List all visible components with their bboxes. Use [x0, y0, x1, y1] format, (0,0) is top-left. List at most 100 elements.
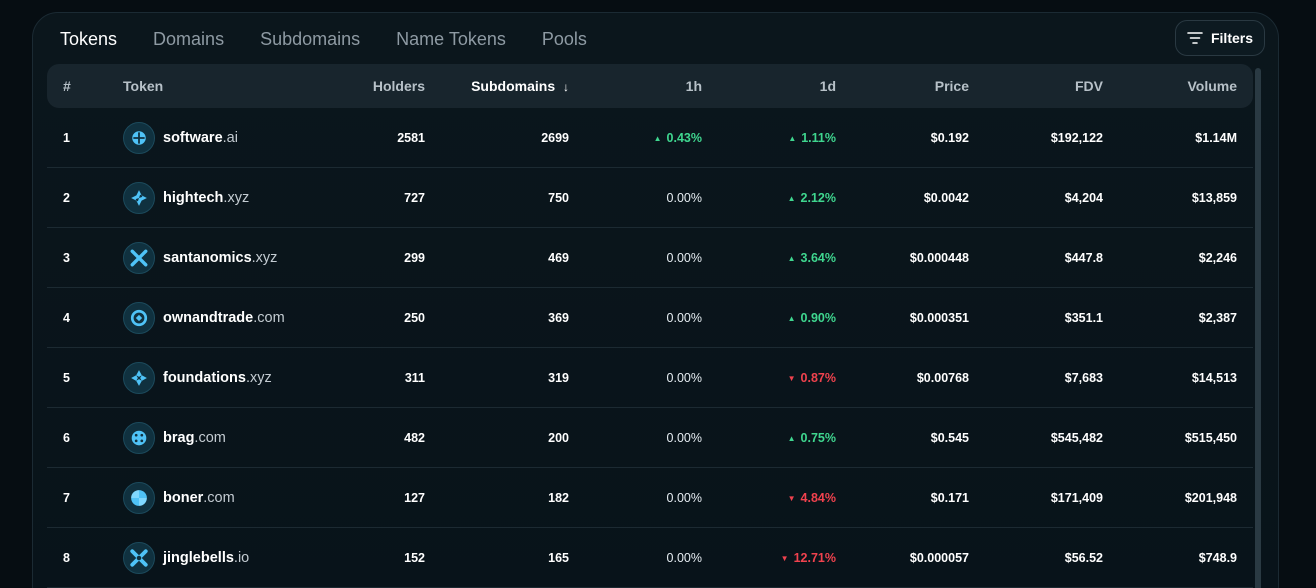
volume-value: $2,387 [1198, 311, 1237, 325]
token-tld: .io [233, 550, 250, 566]
price-value: $0.0042 [923, 191, 969, 205]
token-name: software [163, 130, 223, 146]
token-cell[interactable]: boner.com [123, 468, 235, 528]
change-1h-arrow-icon: ▲ [653, 134, 662, 143]
header-subdomains-label: Subdomains [471, 78, 556, 94]
change-1h: 0.00% [667, 408, 702, 468]
fdv-value: $4,204 [1064, 191, 1103, 205]
change-1d-value: 0.75% [800, 431, 836, 445]
header-holders[interactable]: Holders [372, 78, 425, 94]
token-logo-icon [123, 302, 155, 334]
token-name: brag [163, 430, 195, 446]
change-1h: 0.00% [667, 288, 702, 348]
token-logo-icon [123, 542, 155, 574]
subdomains-value: 200 [548, 431, 569, 445]
subdomains-value: 165 [548, 551, 569, 565]
table-row[interactable]: 4 ownandtrade.com 250 369 0.00% ▲ 0.90% $… [47, 288, 1253, 348]
tab-subdomains[interactable]: Subdomains [260, 29, 361, 49]
row-number: 5 [63, 371, 70, 385]
change-1d-value: 12.71% [793, 551, 836, 565]
scrollbar[interactable] [1255, 68, 1261, 588]
change-1d-arrow-icon: ▲ [787, 314, 796, 323]
change-1d: ▼ 12.71% [781, 528, 836, 588]
row-number: 3 [63, 251, 70, 265]
token-tld: .xyz [245, 370, 272, 386]
table-body: 1 software.ai 2581 2699 ▲ 0.43% ▲ 1.11% $0… [47, 108, 1253, 588]
change-1h: 0.00% [667, 168, 702, 228]
subdomains-value: 2699 [541, 131, 569, 145]
change-1d: ▲ 3.64% [788, 228, 836, 288]
holders-value: 2581 [397, 131, 425, 145]
token-tld: .com [253, 310, 285, 326]
change-1h-value: 0.00% [666, 491, 702, 505]
token-tld: .ai [222, 130, 238, 146]
header-1h[interactable]: 1h [685, 78, 702, 94]
table-row[interactable]: 5 foundations.xyz 311 319 0.00% ▼ 0.87% $… [47, 348, 1253, 408]
header-token[interactable]: Token [123, 78, 164, 94]
row-number: 2 [63, 191, 70, 205]
change-1d-arrow-icon: ▼ [780, 554, 789, 563]
token-logo-icon [123, 242, 155, 274]
holders-value: 299 [404, 251, 425, 265]
token-tld: .xyz [251, 250, 278, 266]
fdv-value: $56.52 [1064, 551, 1103, 565]
volume-value: $13,859 [1191, 191, 1237, 205]
change-1d: ▲ 1.11% [788, 108, 836, 168]
change-1h: 0.00% [667, 468, 702, 528]
header-fdv[interactable]: FDV [1075, 78, 1103, 94]
tab-domains[interactable]: Domains [153, 29, 225, 49]
subdomains-value: 182 [548, 491, 569, 505]
filters-button[interactable]: Filters [1175, 20, 1265, 56]
change-1h-value: 0.00% [666, 191, 702, 205]
token-cell[interactable]: ownandtrade.com [123, 288, 285, 348]
change-1h-value: 0.43% [666, 131, 702, 145]
row-number: 8 [63, 551, 70, 565]
change-1h: 0.00% [667, 348, 702, 408]
token-cell[interactable]: brag.com [123, 408, 226, 468]
header-subdomains[interactable]: Subdomains ↓ [471, 64, 569, 108]
header-num: # [63, 78, 71, 94]
volume-value: $201,948 [1184, 491, 1237, 505]
token-cell[interactable]: foundations.xyz [123, 348, 272, 408]
table-row[interactable]: 7 boner.com 127 182 0.00% ▼ 4.84% $0.171 … [47, 468, 1253, 528]
table-header: # Token Holders Subdomains ↓ 1h 1d Price… [47, 64, 1253, 108]
change-1d-value: 0.87% [800, 371, 836, 385]
change-1d: ▲ 0.75% [788, 408, 836, 468]
volume-value: $1.14M [1195, 131, 1237, 145]
token-cell[interactable]: hightech.xyz [123, 168, 249, 228]
table-row[interactable]: 3 santanomics.xyz 299 469 0.00% ▲ 3.64% $… [47, 228, 1253, 288]
token-name: santanomics [163, 250, 252, 266]
token-cell[interactable]: software.ai [123, 108, 238, 168]
table-row[interactable]: 1 software.ai 2581 2699 ▲ 0.43% ▲ 1.11% $0… [47, 108, 1253, 168]
token-name: boner [163, 490, 204, 506]
price-value: $0.00768 [916, 371, 969, 385]
price-value: $0.000448 [909, 251, 969, 265]
table-row[interactable]: 2 hightech.xyz 727 750 0.00% ▲ 2.12% $0.0… [47, 168, 1253, 228]
tab-name-tokens[interactable]: Name Tokens [396, 29, 506, 49]
token-tld: .xyz [223, 190, 250, 206]
change-1d-value: 3.64% [800, 251, 836, 265]
filters-label: Filters [1210, 30, 1253, 46]
tab-tokens[interactable]: Tokens [60, 29, 118, 49]
header-volume[interactable]: Volume [1187, 78, 1237, 94]
subdomains-value: 469 [548, 251, 569, 265]
change-1h-value: 0.00% [666, 251, 702, 265]
fdv-value: $171,409 [1050, 491, 1103, 505]
token-cell[interactable]: jinglebells.io [123, 528, 249, 588]
token-logo-icon [123, 482, 155, 514]
change-1d: ▼ 4.84% [788, 468, 836, 528]
change-1d-arrow-icon: ▲ [787, 254, 796, 263]
token-cell[interactable]: santanomics.xyz [123, 228, 277, 288]
change-1d-arrow-icon: ▲ [788, 134, 797, 143]
change-1h-value: 0.00% [666, 371, 702, 385]
header-1d[interactable]: 1d [819, 78, 836, 94]
table-row[interactable]: 8 jinglebells.io 152 165 0.00% ▼ 12.71% $… [47, 528, 1253, 588]
tab-pools[interactable]: Pools [541, 29, 587, 49]
table-row[interactable]: 6 brag.com 482 200 0.00% ▲ 0.75% $0.545 $… [47, 408, 1253, 468]
header-price[interactable]: Price [934, 78, 969, 94]
change-1h-value: 0.00% [666, 431, 702, 445]
token-name: hightech [163, 190, 224, 206]
subdomains-value: 750 [548, 191, 569, 205]
token-name: jinglebells [163, 550, 234, 566]
token-logo-icon [123, 422, 155, 454]
